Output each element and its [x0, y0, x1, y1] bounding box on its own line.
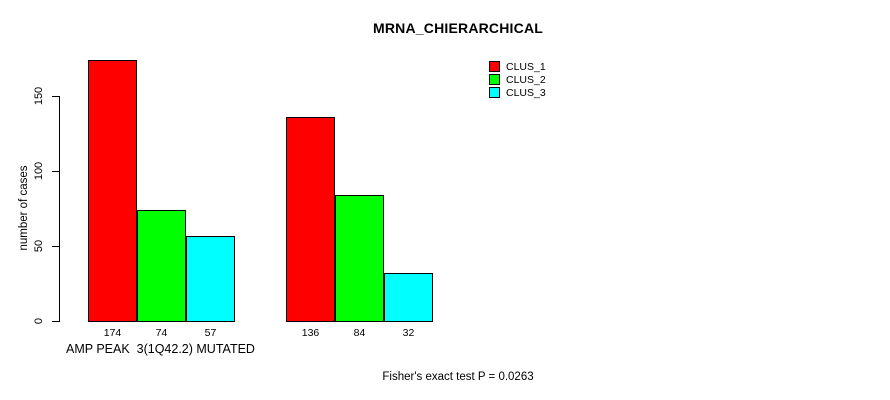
fisher-note: Fisher's exact test P = 0.0263	[382, 371, 534, 383]
bar-value-label: 74	[155, 327, 168, 339]
bar-value-label: 32	[402, 327, 415, 339]
y-axis-label: number of cases	[18, 165, 30, 251]
x-axis-label: AMP PEAK 3(1Q42.2) MUTATED	[66, 342, 255, 356]
bar-clus_3-group2	[384, 273, 433, 322]
bar-value-label: 84	[353, 327, 366, 339]
bar-clus_2-group2	[335, 195, 384, 322]
legend-swatch-icon	[489, 61, 500, 72]
legend-swatch-icon	[489, 74, 500, 85]
y-tick-mark	[52, 246, 60, 247]
bar-value-label: 136	[301, 327, 320, 339]
bar-value-label: 174	[103, 327, 122, 339]
y-tick-label: 50	[33, 239, 45, 253]
y-axis	[59, 96, 60, 322]
y-tick-label: 0	[33, 317, 45, 325]
bar-clus_3-group1	[186, 235, 235, 322]
y-tick-label: 150	[33, 86, 45, 106]
y-tick-mark	[52, 321, 60, 322]
y-tick-mark	[52, 96, 60, 97]
chart-title: MRNA_CHIERARCHICAL	[372, 20, 544, 36]
bar-value-label: 57	[204, 327, 217, 339]
bar-clus_2-group1	[137, 210, 186, 322]
y-tick-mark	[52, 171, 60, 172]
bar-clus_1-group1	[88, 60, 137, 322]
y-tick-label: 100	[33, 161, 45, 181]
bar-clus_1-group2	[286, 117, 335, 322]
legend-label: CLUS_3	[506, 87, 546, 99]
legend-label: CLUS_1	[506, 61, 546, 73]
legend-swatch-icon	[489, 87, 500, 98]
legend-label: CLUS_2	[506, 74, 546, 86]
